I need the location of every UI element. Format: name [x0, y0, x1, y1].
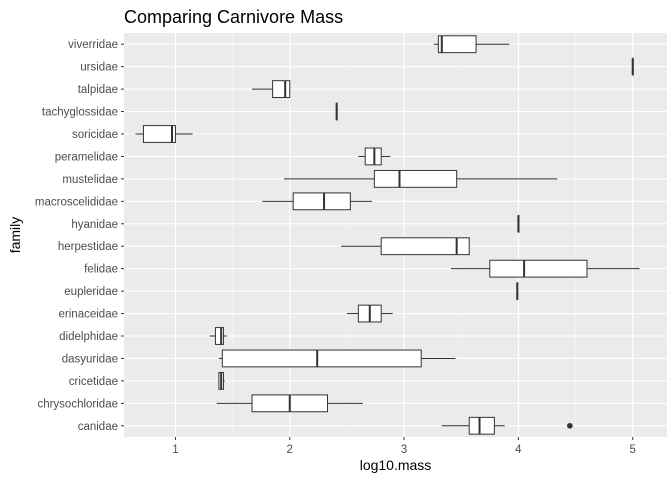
box-dasyuridae — [218, 349, 456, 368]
box-herpestidae — [341, 237, 470, 256]
box-iqr — [373, 169, 458, 188]
box-eupleridae — [516, 282, 519, 301]
plot-panel — [124, 33, 667, 437]
x-tick-label: 5 — [630, 444, 636, 456]
y-tick-label: ursidae — [80, 62, 118, 74]
box-iqr — [437, 35, 477, 54]
y-tick-label: dasyuridae — [62, 353, 118, 365]
box-peramelidae — [358, 147, 391, 166]
box-didelphidae — [209, 327, 227, 345]
box-hyanidae — [517, 214, 520, 233]
x-axis-ticks: 1 2 3 4 5 — [172, 437, 636, 456]
box-chrysochloridae — [216, 394, 363, 413]
box-iqr — [142, 125, 176, 143]
y-tick-label: herpestidae — [58, 241, 118, 253]
y-tick-label: mustelidae — [62, 174, 118, 186]
chart-title: Comparing Carnivore Mass — [124, 7, 343, 27]
x-axis-title: log10.mass — [360, 457, 432, 473]
box-tachyglossidae — [335, 102, 338, 121]
box-cricetidae — [218, 371, 225, 390]
x-tick-label: 2 — [287, 444, 293, 456]
y-tick-label: talpidae — [78, 84, 118, 96]
box-iqr — [214, 327, 224, 345]
box-iqr — [364, 147, 382, 166]
y-tick-label: macroscelididae — [35, 196, 118, 208]
box-iqr — [489, 259, 588, 278]
box-iqr — [468, 416, 495, 435]
y-tick-label: eupleridae — [64, 286, 118, 298]
box-mustelidae — [284, 169, 558, 188]
box-ursidae — [631, 57, 634, 76]
y-tick-label: viverridae — [68, 39, 118, 51]
y-tick-label: chrysochloridae — [37, 398, 118, 410]
y-axis-ticks: canidae chrysochloridae cricetidae dasyurid… — [35, 39, 124, 433]
x-tick-label: 4 — [515, 444, 522, 456]
y-tick-label: tachyglossidae — [42, 107, 118, 119]
y-tick-label: cricetidae — [69, 376, 118, 388]
box-macroscelididae — [262, 192, 373, 211]
boxes-layer — [135, 35, 640, 435]
y-tick-label: didelphidae — [59, 331, 118, 343]
x-tick-label: 1 — [172, 444, 178, 456]
x-tick-label: 3 — [401, 444, 407, 456]
y-tick-label: erinaceidae — [59, 309, 118, 321]
y-tick-label: canidae — [78, 421, 118, 433]
box-iqr — [272, 80, 291, 99]
box-iqr — [221, 349, 422, 368]
box-erinaceidae — [346, 304, 393, 323]
box-talpidae — [252, 80, 291, 99]
box-iqr — [380, 237, 470, 256]
outlier-point — [567, 422, 573, 429]
y-tick-label: soricidae — [72, 129, 118, 141]
box-canidae — [441, 416, 573, 435]
y-axis-title: family — [7, 217, 23, 254]
box-felidae — [450, 259, 640, 278]
y-tick-label: peramelidae — [55, 151, 118, 163]
y-tick-label: felidae — [84, 264, 118, 276]
y-tick-label: hyanidae — [71, 219, 118, 231]
box-viverridae — [433, 35, 510, 54]
box-soricidae — [135, 125, 193, 143]
box-iqr — [292, 192, 351, 211]
